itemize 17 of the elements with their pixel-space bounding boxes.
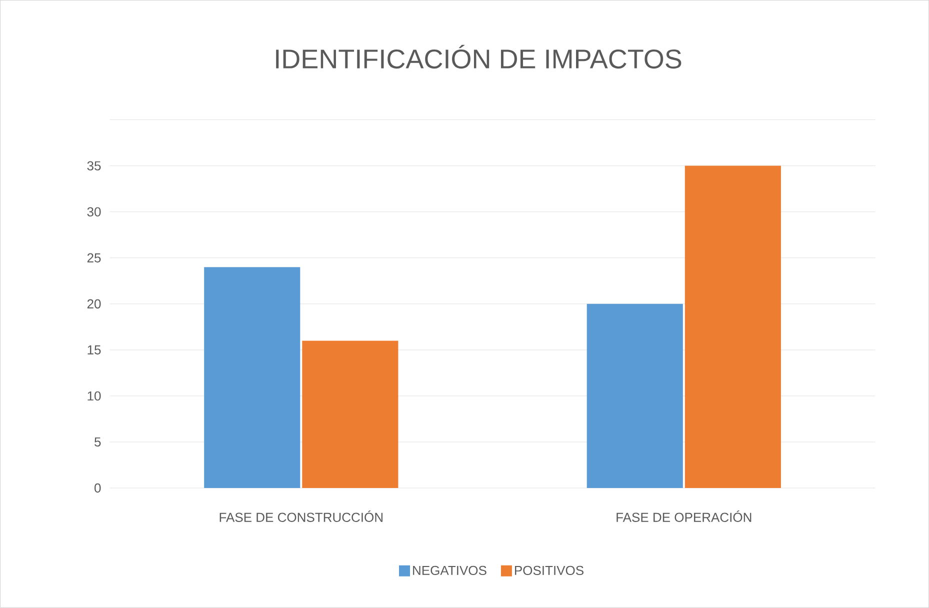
x-tick-label: FASE DE CONSTRUCCIÓN — [220, 510, 382, 522]
legend-label: POSITIVOS — [515, 566, 584, 576]
bar — [586, 304, 683, 488]
bar — [302, 340, 398, 488]
y-tick-label: 25 — [87, 253, 101, 263]
y-tick-label: 10 — [88, 391, 101, 401]
x-tick-label: FASE DE OPERACIÓN — [616, 510, 752, 522]
bar — [684, 166, 781, 488]
legend-label: NEGATIVOS — [413, 566, 486, 576]
bar — [204, 267, 300, 488]
y-tick-label: 20 — [87, 299, 101, 309]
chart-title: IDENTIFICACIÓN DE IMPACTOS — [276, 44, 682, 69]
y-tick-label: 30 — [87, 207, 101, 217]
y-tick-label: 35 — [87, 161, 101, 171]
y-tick-label: 5 — [94, 438, 101, 447]
y-tick-label: 15 — [88, 345, 101, 355]
y-tick-label: 0 — [94, 484, 101, 493]
